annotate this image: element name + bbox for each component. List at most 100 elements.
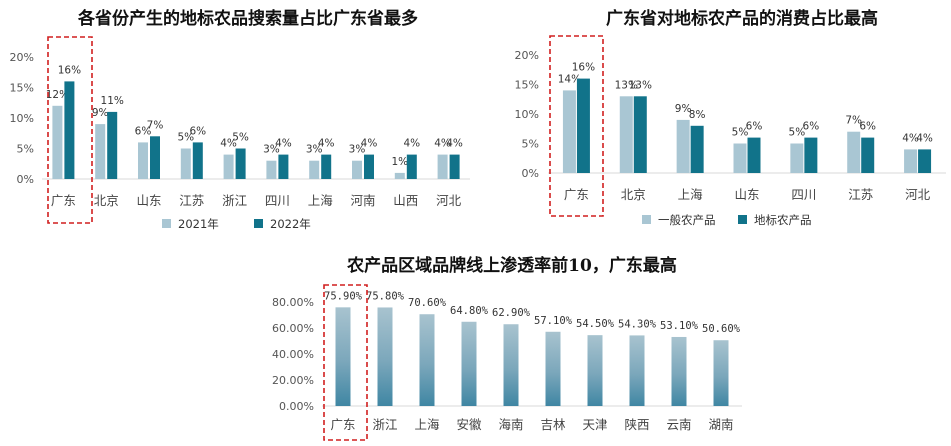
highlight-box xyxy=(323,284,368,441)
data-label: 13% xyxy=(615,79,638,91)
bar xyxy=(95,124,106,179)
data-label: 11% xyxy=(101,95,124,107)
legend-swatch xyxy=(642,215,651,224)
bar xyxy=(733,143,747,173)
bar xyxy=(619,96,633,173)
bar xyxy=(545,331,561,406)
bar xyxy=(192,142,203,179)
category-label: 北京 xyxy=(621,187,646,202)
bar xyxy=(352,160,362,179)
chart-title: 广东省对地标农产品的消费占比最高 xyxy=(606,8,878,29)
category-label: 广东 xyxy=(564,187,589,202)
data-label: 8% xyxy=(689,109,706,121)
y-tick-label: 5% xyxy=(522,138,539,151)
data-label: 1% xyxy=(391,156,408,168)
data-label: 5% xyxy=(232,132,249,144)
y-tick-label: 0.00% xyxy=(279,400,314,413)
y-tick-label: 80.00% xyxy=(272,296,314,309)
legend-swatch xyxy=(162,219,171,228)
data-label: 62.90% xyxy=(492,307,531,319)
category-label: 江苏 xyxy=(179,193,204,208)
bar xyxy=(671,336,687,406)
bar xyxy=(377,307,393,406)
legend-label: 一般农产品 xyxy=(658,213,716,227)
chart-title: 各省份产生的地标农品搜索量占比广东省最多 xyxy=(77,8,418,29)
data-label: 5% xyxy=(177,132,194,144)
category-label: 吉林 xyxy=(540,417,566,432)
data-label: 50.60% xyxy=(702,323,741,335)
bar xyxy=(918,149,932,173)
category-label: 天津 xyxy=(582,417,607,432)
data-label: 12% xyxy=(46,89,69,101)
bar xyxy=(713,340,729,406)
category-label: 山东 xyxy=(136,193,161,208)
data-label: 13% xyxy=(629,79,652,91)
bar xyxy=(419,314,435,406)
category-label: 上海 xyxy=(414,417,440,432)
category-label: 四川 xyxy=(791,187,816,202)
data-label: 6% xyxy=(189,125,206,137)
data-label: 4% xyxy=(318,138,335,150)
data-label: 4% xyxy=(916,132,933,144)
data-label: 3% xyxy=(263,144,280,156)
bar xyxy=(747,137,761,173)
data-label: 4% xyxy=(220,138,237,150)
category-label: 河南 xyxy=(350,193,375,208)
bar xyxy=(503,324,519,406)
bar xyxy=(461,321,477,406)
data-label: 5% xyxy=(789,127,806,139)
bar xyxy=(64,81,75,179)
bar xyxy=(335,307,351,406)
bar xyxy=(266,160,277,179)
bar xyxy=(587,335,603,406)
data-label: 75.80% xyxy=(366,290,405,302)
y-tick-label: 60.00% xyxy=(272,322,314,335)
chart-search-share: 各省份产生的地标农品搜索量占比广东省最多 0% 5% 10% 15% 20% 广东 12% 16… xyxy=(10,8,470,231)
bar xyxy=(633,96,647,173)
y-tick-label: 5% xyxy=(17,143,34,156)
data-label: 53.10% xyxy=(660,320,699,332)
data-label: 9% xyxy=(675,103,692,115)
category-label: 河北 xyxy=(905,187,931,202)
category-label: 江苏 xyxy=(848,187,873,202)
chart-consumption-share: 广东省对地标农产品的消费占比最高 0% 5% 10% 15% 20% 广东 14%16% 北京 1… xyxy=(515,8,946,227)
data-label: 4% xyxy=(403,138,420,150)
bar xyxy=(690,125,704,173)
chart-online-penetration: 农产品区域品牌线上渗透率前10，广东最高 0.00% 20.00% 40.00% 60.… xyxy=(272,255,742,441)
category-label: 陕西 xyxy=(624,417,649,432)
bar xyxy=(861,137,875,173)
y-tick-label: 20% xyxy=(10,51,34,64)
bar xyxy=(449,154,460,179)
category-label: 山东 xyxy=(734,187,759,202)
category-label: 四川 xyxy=(265,193,290,208)
bar xyxy=(790,143,804,173)
data-label: 54.30% xyxy=(618,318,657,330)
category-label: 上海 xyxy=(308,193,334,208)
data-label: 75.90% xyxy=(324,290,363,302)
category-label: 山西 xyxy=(393,193,418,208)
bar xyxy=(235,148,246,179)
data-label: 4% xyxy=(361,138,378,150)
data-label: 4% xyxy=(446,138,463,150)
data-label: 14% xyxy=(558,73,581,85)
category-label: 上海 xyxy=(678,187,704,202)
chart-title: 农产品区域品牌线上渗透率前10，广东最高 xyxy=(346,255,677,276)
y-tick-label: 15% xyxy=(10,82,34,95)
data-label: 7% xyxy=(845,115,862,127)
bar xyxy=(180,148,191,179)
data-label: 9% xyxy=(92,107,109,119)
category-label: 广东 xyxy=(330,417,355,432)
y-tick-label: 20% xyxy=(515,49,539,62)
y-tick-label: 10% xyxy=(515,108,539,121)
data-label: 3% xyxy=(306,144,323,156)
data-label: 7% xyxy=(147,119,164,131)
category-label: 浙江 xyxy=(222,193,247,208)
data-label: 16% xyxy=(572,62,595,74)
data-label: 57.10% xyxy=(534,315,573,327)
category-label: 广东 xyxy=(51,193,76,208)
bar xyxy=(394,172,405,179)
bar xyxy=(437,154,448,179)
y-tick-label: 15% xyxy=(515,79,539,92)
bar xyxy=(406,154,417,179)
